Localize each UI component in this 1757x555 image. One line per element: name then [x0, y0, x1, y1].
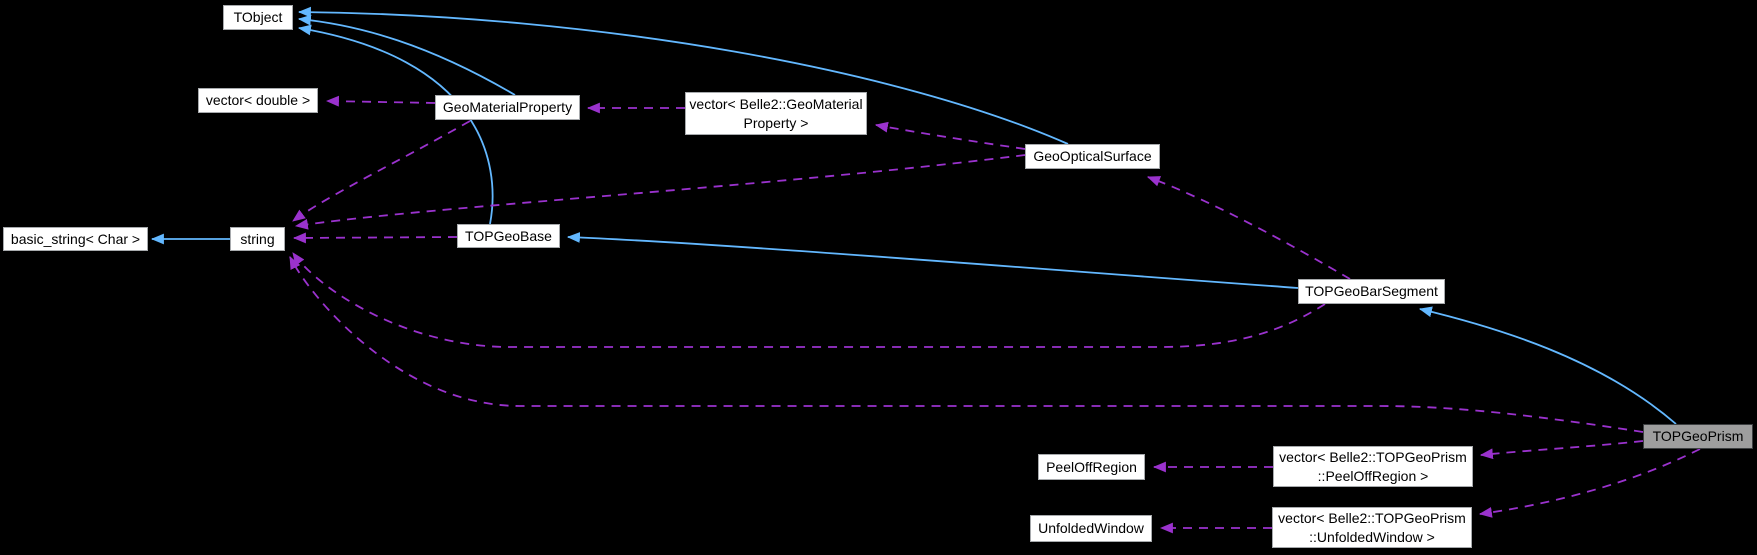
node-vector-PeelOffRegion[interactable]: vector< Belle2::TOPGeoPrism ::PeelOffReg… [1273, 446, 1473, 487]
edge-GeoMaterialProperty-to-string-usage [292, 120, 471, 222]
edge-GeoMaterialProperty-to-vector_double-usage [325, 95, 436, 107]
edge-TOPGeoBarSegment-to-GeoOpticalSurface-usage [1146, 176, 1351, 280]
node-TOPGeoPrism[interactable]: TOPGeoPrism [1643, 424, 1753, 449]
edge-GeoOpticalSurface-to-string-usage [294, 154, 1026, 230]
node-vector-double[interactable]: vector< double > [198, 88, 318, 113]
node-PeelOffRegion[interactable]: PeelOffRegion [1038, 454, 1145, 480]
node-vector-GeoMaterialProperty[interactable]: vector< Belle2::GeoMaterial Property > [685, 92, 867, 135]
edge-TOPGeoBase-to-string-usage [292, 232, 458, 244]
edge-TOPGeoBase-to-TObject-inheritance [297, 24, 494, 225]
edge-TOPGeoPrism-to-vector_PeelOffRegion-usage [1479, 440, 1644, 460]
edge-TOPGeoPrism-to-string-usage [289, 256, 1644, 433]
node-TObject[interactable]: TObject [223, 5, 293, 30]
edge-TOPGeoPrism-to-vector_UnfoldedWindow-usage [1478, 448, 1701, 518]
edge-TOPGeoBarSegment-to-string-usage [292, 252, 1326, 348]
node-UnfoldedWindow[interactable]: UnfoldedWindow [1030, 515, 1152, 542]
node-vector-UnfoldedWindow[interactable]: vector< Belle2::TOPGeoPrism ::UnfoldedWi… [1272, 507, 1472, 548]
node-TOPGeoBarSegment[interactable]: TOPGeoBarSegment [1298, 279, 1445, 304]
edge-TOPGeoBarSegment-to-TOPGeoBase-inheritance [566, 232, 1299, 289]
node-basic-string-Char[interactable]: basic_string< Char > [3, 227, 148, 251]
node-GeoMaterialProperty[interactable]: GeoMaterialProperty [435, 95, 580, 120]
edge-TOPGeoPrism-to-TOPGeoBarSegment-inheritance [1418, 306, 1677, 425]
edge-GeoMaterialProperty-to-TObject-inheritance [297, 14, 516, 96]
edge-GeoOpticalSurface-to-TObject-inheritance [297, 6, 1069, 145]
node-string[interactable]: string [230, 227, 285, 251]
node-GeoOpticalSurface[interactable]: GeoOpticalSurface [1025, 144, 1160, 169]
edge-GeoOpticalSurface-to-vector_GeoMaterialProperty-usage [874, 121, 1026, 150]
node-TOPGeoBase[interactable]: TOPGeoBase [457, 224, 560, 248]
